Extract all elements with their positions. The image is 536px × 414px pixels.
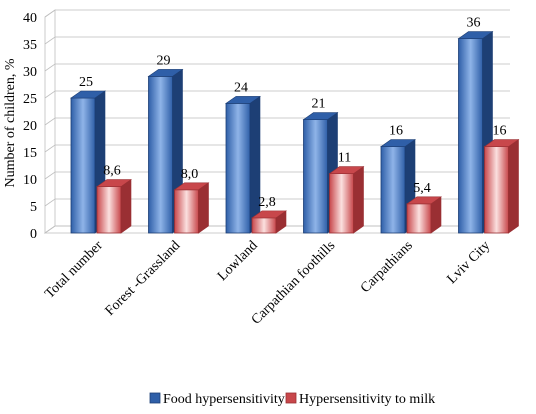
bar-food-hypersensitivity-lviv-city <box>457 31 494 234</box>
data-label: 8,6 <box>103 164 121 179</box>
data-label: 16 <box>389 124 403 139</box>
gridline <box>44 9 510 18</box>
legend: Food hypersensitivity Hypersensitivity t… <box>149 392 435 407</box>
data-label: 21 <box>312 97 326 112</box>
y-tick-label: 25 <box>23 92 37 107</box>
bar-hypersensitivity-to-milk-forest-grassland <box>173 182 210 234</box>
data-label: 16 <box>493 124 507 139</box>
bars <box>70 31 520 234</box>
x-tick-label: Carpathian foothills <box>249 238 339 328</box>
data-label: 29 <box>157 53 171 68</box>
gridline <box>44 36 510 45</box>
gridline <box>44 117 510 126</box>
legend-swatch-hypersensitivity-to-milk <box>285 392 297 404</box>
x-tick-label: Lowland <box>215 238 261 284</box>
gridline <box>44 90 510 99</box>
bar-hypersensitivity-to-milk-carpathians <box>406 196 442 234</box>
data-label: 36 <box>467 16 481 31</box>
x-tick-label: Lviv City <box>444 238 493 287</box>
y-tick-label: 20 <box>23 119 37 134</box>
y-tick-label: 35 <box>23 38 37 53</box>
bar-hypersensitivity-to-milk-total-number <box>96 178 132 234</box>
bar-hypersensitivity-to-milk-lviv-city <box>483 139 520 234</box>
data-label: 5,4 <box>413 181 431 196</box>
gridline <box>44 63 510 72</box>
y-tick-label: 0 <box>30 227 37 242</box>
y-tick-label: 40 <box>23 11 37 26</box>
data-label: 2,8 <box>258 195 276 210</box>
x-tick-label: Forest -Grassland <box>103 238 184 319</box>
y-tick-label: 30 <box>23 65 37 80</box>
gridline <box>44 144 510 153</box>
y-tick-label: 10 <box>23 173 37 188</box>
y-tick-label: 5 <box>30 200 37 215</box>
data-label: 24 <box>234 80 248 95</box>
data-label: 8,0 <box>181 167 199 182</box>
legend-label-hypersensitivity-to-milk: Hypersensitivity to milk <box>299 392 435 407</box>
legend-swatch-food-hypersensitivity <box>149 392 161 404</box>
y-axis-labels: 0 5 10 15 20 25 30 35 40 <box>23 11 37 242</box>
bar-food-hypersensitivity-forest-grassland <box>147 68 184 234</box>
bar-hypersensitivity-to-milk-carpathian-foothills <box>328 166 365 234</box>
y-tick-label: 15 <box>23 146 37 161</box>
x-tick-label: Carpathians <box>358 238 416 296</box>
data-labels: 25 8,6 29 8,0 24 2,8 21 11 16 5,4 36 16 <box>79 16 507 210</box>
data-label: 11 <box>338 151 351 166</box>
bar-food-hypersensitivity-lowland <box>225 95 261 234</box>
data-label: 25 <box>79 75 93 90</box>
y-axis-title: Number of children, % <box>3 58 18 187</box>
x-tick-label: Total number <box>42 238 106 302</box>
legend-label-food-hypersensitivity: Food hypersensitivity <box>163 392 285 407</box>
bar-hypersensitivity-to-milk-lowland <box>251 210 287 234</box>
